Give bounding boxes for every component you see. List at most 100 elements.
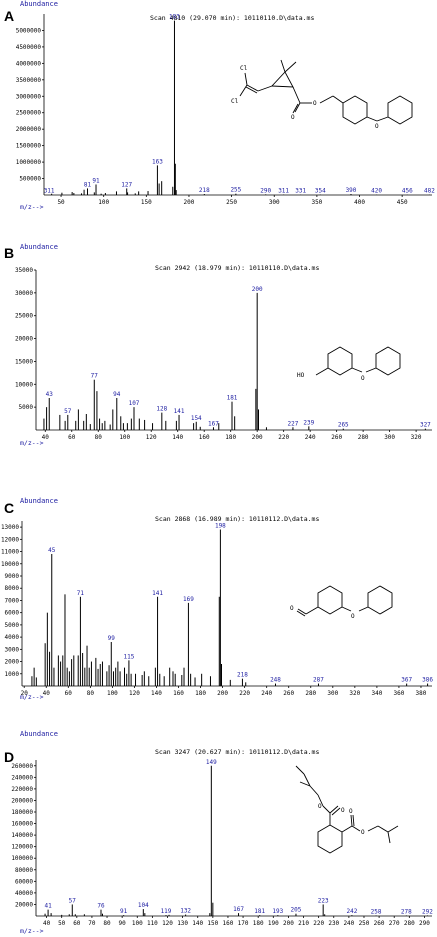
y-tick-label: 35000 [15,267,33,274]
peak-label: 181 [254,908,265,915]
x-tick-label: 40 [43,690,51,697]
x-tick-label: 260 [331,434,342,441]
x-tick-label: 100 [132,920,143,927]
x-tick-label: 80 [95,434,103,441]
y-tick-label: 30000 [15,290,33,297]
structure-atom-label: O [351,613,355,620]
scan-label: Scan 3247 (20.627 min): 10110112.D\data.… [155,748,319,756]
y-tick-label: 5000 [19,404,34,411]
peak-label: 119 [161,908,172,915]
x-tick-label: 260 [283,690,294,697]
x-tick-label: 220 [239,690,250,697]
x-tick-label: 110 [147,920,158,927]
x-tick-label: 360 [394,690,405,697]
x-tick-label: 60 [73,920,81,927]
y-tick-label: 1000000 [16,159,42,166]
structure-atom-label: O [318,803,322,810]
y-tick-label: 20000 [15,336,33,343]
x-tick-label: 200 [283,920,294,927]
x-tick-label: 40 [42,434,50,441]
x-tick-label: 260 [374,920,385,927]
structure-ring [317,585,343,615]
y-tick-label: 5000000 [16,27,42,34]
peak-label: 390 [346,187,357,194]
x-tick-label: 200 [252,434,263,441]
peak-label: 99 [108,635,116,642]
y-tick-label: 100000 [11,855,33,862]
scan-label: Scan 2942 (18.979 min): 10110110.D\data.… [155,264,319,272]
y-tick-label: 140000 [11,832,33,839]
x-tick-label: 90 [119,920,127,927]
peak-label: 227 [288,420,299,427]
x-tick-label: 140 [151,690,162,697]
structure-atom-label: O [349,808,353,815]
peak-label: 81 [84,181,92,188]
structure-atom-label: Cl [231,98,239,105]
x-tick-label: 120 [129,690,140,697]
structure-atom-label: O [361,375,365,382]
y-tick-label: 4000000 [16,60,42,67]
peak-label: 91 [92,177,100,184]
peak-label: 71 [77,590,85,597]
panel-letter: D [4,749,14,765]
peak-label: 77 [91,373,99,380]
x-tick-label: 220 [313,920,324,927]
x-axis-title: m/z--> [20,693,44,701]
x-tick-label: 300 [269,199,280,206]
x-tick-label: 100 [98,199,109,206]
x-tick-label: 150 [141,199,152,206]
structure-ring [327,346,353,376]
y-tick-label: 80000 [15,867,33,874]
peak-label: 132 [180,908,191,915]
peak-label: 128 [156,406,167,413]
x-tick-label: 280 [305,690,316,697]
x-tick-label: 100 [107,690,118,697]
peak-label: 181 [227,395,238,402]
x-tick-label: 270 [389,920,400,927]
x-tick-label: 120 [146,434,157,441]
y-tick-label: 15000 [15,358,33,365]
y-tick-label: 3500000 [16,77,42,84]
y-tick-label: 25000 [15,313,33,320]
y-tick-label: 8000 [5,585,20,592]
x-tick-label: 140 [192,920,203,927]
peak-label: 45 [48,547,56,554]
peak-label: 57 [64,408,72,415]
y-tick-label: 500000 [19,176,41,183]
peak-label: 386 [422,677,433,684]
peak-label: 331 [295,188,306,195]
y-tick-label: 20000 [15,901,33,908]
peak-label: 258 [371,908,382,915]
x-tick-label: 350 [311,199,322,206]
x-tick-label: 250 [226,199,237,206]
y-tick-label: 60000 [15,878,33,885]
x-tick-label: 220 [278,434,289,441]
x-tick-label: 50 [57,199,65,206]
x-tick-label: 150 [207,920,218,927]
peak-label: 292 [422,908,433,915]
chemical-structure: HO O [297,346,401,382]
structure-ring [375,346,401,376]
y-tick-label: 40000 [15,890,33,897]
y-tick-label: 120000 [11,844,33,851]
x-tick-label: 160 [173,690,184,697]
scan-label: Scan 2868 (16.989 min): 10110112.D\data.… [155,515,319,523]
x-tick-label: 160 [223,920,234,927]
y-tick-label: 200000 [11,797,33,804]
panel-letter: A [4,8,14,24]
peak-label: 41 [44,903,52,910]
y-tick-label: 3000000 [16,93,42,100]
peak-label: 76 [97,903,105,910]
structure-ring [367,585,393,615]
y-tick-label: 4000 [5,634,20,641]
x-tick-label: 280 [358,434,369,441]
y-tick-label: 160000 [11,821,33,828]
peak-label: 278 [401,908,412,915]
x-axis-title: m/z--> [20,439,44,447]
y-tick-label: 7000 [5,597,20,604]
spectrum-panel-b: B Abundance Scan 2942 (18.979 min): 1011… [4,243,432,447]
peak-label: 287 [313,677,324,684]
y-tick-label: 1000 [5,671,20,678]
x-tick-label: 240 [343,920,354,927]
